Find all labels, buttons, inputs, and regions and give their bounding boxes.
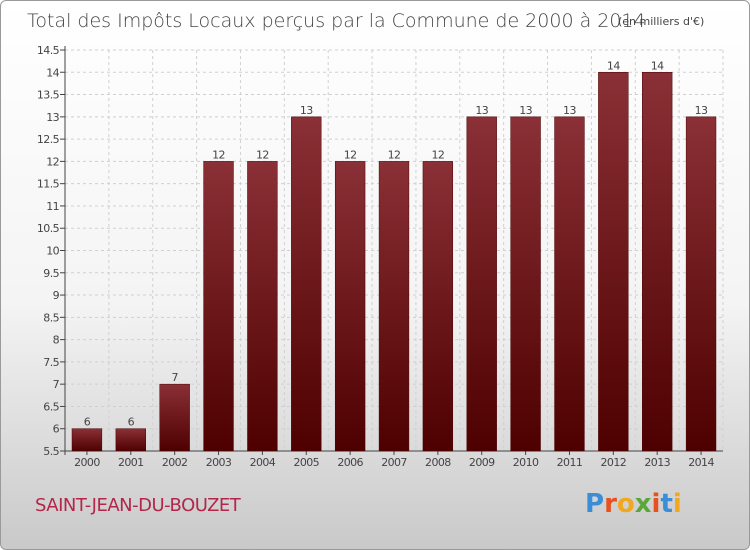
x-tick-label-2001: 2001 [118, 456, 144, 469]
x-tick-label-2014: 2014 [688, 456, 714, 469]
chart-title: Total des Impôts Locaux perçus par la Co… [27, 10, 646, 32]
y-tick-label: 12.5 [37, 133, 60, 146]
bar-2004 [247, 161, 278, 452]
y-tick-label: 8.5 [43, 311, 59, 324]
bars [71, 72, 717, 452]
y-tick-label: 11.5 [37, 178, 60, 191]
bar-2005 [291, 116, 322, 452]
y-tick-label: 14.5 [37, 44, 60, 57]
value-label-2009: 13 [475, 104, 488, 117]
y-tick-label: 6.5 [43, 400, 59, 413]
bar-2011 [554, 116, 585, 452]
value-label-2001: 6 [128, 416, 135, 429]
value-label-2004: 12 [256, 148, 269, 161]
labels: 5.5 6 6.5 7 7.5 8 8.5 9 9.5 10 10.5 11 11.5 12 12.5 13 1… [37, 44, 715, 469]
x-tick-label-2009: 2009 [469, 456, 495, 469]
bar-2000 [71, 428, 103, 452]
value-label-2007: 12 [388, 148, 401, 161]
x-tick-label-2012: 2012 [601, 456, 627, 469]
y-tick-label: 10 [46, 245, 59, 258]
chart-unit-note: (en milliers d'€) [618, 15, 704, 28]
x-tick-label-2013: 2013 [644, 456, 670, 469]
bar-2010 [510, 116, 541, 452]
value-label-2011: 13 [563, 104, 576, 117]
y-tick-label: 11 [46, 200, 59, 213]
y-tick-label: 6 [53, 423, 60, 436]
y-tick-label: 14 [46, 66, 59, 79]
bar-2013 [642, 72, 673, 452]
x-tick-label-2006: 2006 [337, 456, 363, 469]
y-tick-label: 9 [53, 289, 60, 302]
logo-letter: i [651, 489, 661, 519]
x-tick-label-2002: 2002 [162, 456, 188, 469]
bar-2003 [203, 161, 234, 452]
logo-letter: o [616, 489, 635, 519]
proxiti-logo: Proxiti [585, 489, 682, 519]
value-label-2008: 12 [431, 148, 444, 161]
x-tick-label-2011: 2011 [557, 456, 583, 469]
y-tick-label: 12 [46, 155, 59, 168]
y-tick-label: 9.5 [43, 267, 59, 280]
bar-2006 [334, 161, 366, 452]
commune-name: SAINT-JEAN-DU-BOUZET [35, 495, 241, 516]
value-label-2010: 13 [519, 104, 532, 117]
bar-2001 [115, 428, 146, 452]
value-label-2002: 7 [171, 371, 178, 384]
logo-letter: r [604, 489, 617, 519]
x-tick-label-2000: 2000 [74, 456, 100, 469]
bar-2002 [159, 383, 190, 452]
logo-letter: x [634, 489, 652, 519]
logo-letter: t [660, 489, 673, 519]
y-tick-label: 13.5 [37, 89, 60, 102]
bar-2014 [685, 116, 717, 452]
x-tick-label-2007: 2007 [381, 456, 407, 469]
bar-2008 [422, 161, 454, 452]
x-tick-label-2005: 2005 [293, 456, 319, 469]
value-label-2014: 13 [695, 104, 708, 117]
y-tick-label: 13 [46, 111, 59, 124]
y-tick-label: 10.5 [37, 222, 60, 235]
value-label-2013: 14 [651, 59, 664, 72]
value-label-2012: 14 [607, 59, 620, 72]
value-label-2006: 12 [344, 148, 357, 161]
x-tick-label-2003: 2003 [206, 456, 232, 469]
bar-2012 [598, 72, 629, 452]
bar-2007 [378, 161, 410, 452]
x-tick-label-2008: 2008 [425, 456, 451, 469]
x-tick-label-2010: 2010 [513, 456, 539, 469]
y-tick-label: 8 [53, 334, 60, 347]
x-tick-label-2004: 2004 [250, 456, 276, 469]
value-label-2003: 12 [212, 148, 225, 161]
y-tick-label: 5.5 [43, 445, 59, 458]
y-tick-label: 7.5 [43, 356, 59, 369]
value-label-2005: 13 [300, 104, 313, 117]
y-tick-label: 7 [53, 378, 60, 391]
value-label-2000: 6 [84, 416, 91, 429]
bar-2009 [466, 116, 497, 452]
logo-letter: P [585, 489, 605, 519]
logo-letter: i [672, 489, 682, 519]
